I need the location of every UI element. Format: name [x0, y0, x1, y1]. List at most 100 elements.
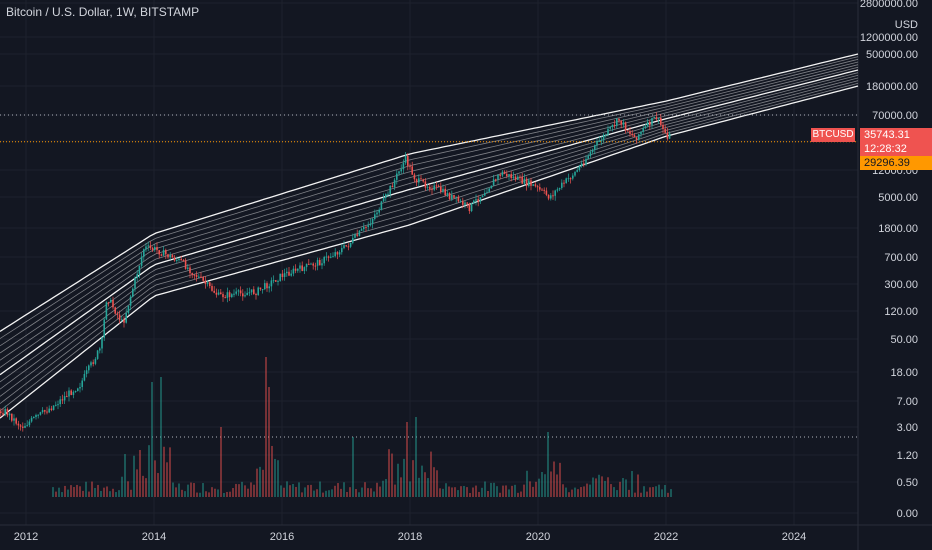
- candle-body: [206, 282, 209, 284]
- candle-body: [662, 124, 664, 129]
- candle-body: [244, 295, 246, 297]
- candle-body: [455, 196, 457, 198]
- volume-bar: [430, 451, 432, 497]
- volume-bar: [409, 481, 411, 497]
- candle-body: [541, 189, 543, 191]
- volume-bar: [460, 486, 462, 497]
- currency-label: USD: [894, 19, 918, 31]
- volume-bar: [577, 489, 579, 497]
- candle-body: [305, 263, 308, 268]
- volume-bar: [223, 492, 225, 497]
- volume-bar: [541, 471, 543, 497]
- volume-bar: [406, 422, 408, 497]
- candle-body: [61, 399, 64, 401]
- candle-body: [272, 280, 275, 282]
- candle-body: [585, 158, 587, 165]
- volume-bar: [298, 482, 300, 497]
- volume-bar: [169, 447, 171, 497]
- band-line-lower: [0, 72, 859, 383]
- volume-bar: [202, 483, 204, 497]
- volume-bar: [475, 485, 477, 497]
- candle-body: [613, 124, 616, 126]
- candle-body: [638, 134, 640, 140]
- volume-bar: [76, 484, 78, 497]
- volume-bar: [193, 483, 195, 497]
- volume-bar: [439, 488, 441, 497]
- candle-body: [334, 252, 336, 257]
- volume-bar: [625, 479, 627, 497]
- band-line-upper: [0, 64, 859, 361]
- candle-body: [514, 176, 517, 180]
- candle-body: [407, 155, 409, 166]
- price-tick: 300.00: [884, 279, 918, 291]
- band-line-lower: [0, 74, 859, 390]
- candle-body: [39, 412, 42, 415]
- volume-bar: [187, 484, 189, 497]
- volume-bar: [349, 487, 351, 497]
- volume-bar: [598, 474, 600, 497]
- candle-body: [404, 155, 407, 163]
- volume-bar: [148, 445, 150, 497]
- candle-body: [587, 156, 589, 159]
- candle-body: [151, 247, 154, 250]
- candle-body: [270, 280, 273, 287]
- volume-bar: [109, 491, 111, 497]
- volume-bar: [436, 470, 438, 497]
- candle-body: [281, 273, 284, 277]
- volume-bar: [58, 487, 60, 497]
- candle-body: [147, 245, 149, 247]
- volume-bar: [163, 446, 165, 497]
- candle-body: [477, 199, 479, 202]
- price-tick: 0.00: [896, 508, 918, 520]
- band-line-upper: [0, 66, 859, 368]
- candle-body: [598, 140, 600, 142]
- candle-body: [28, 421, 31, 426]
- volume-bar: [586, 483, 588, 497]
- candle-body: [396, 173, 398, 180]
- volume-bar: [127, 481, 129, 497]
- volume-bar: [547, 432, 549, 497]
- candle-body: [550, 195, 552, 199]
- price-tick: 2800000.00: [859, 0, 918, 10]
- volume-bar: [100, 490, 102, 497]
- volume-bar: [382, 480, 384, 497]
- candle-body: [591, 149, 594, 153]
- candle-body: [55, 404, 57, 406]
- candle-body: [195, 274, 198, 277]
- candle-body: [173, 257, 176, 261]
- candle-body: [569, 178, 572, 180]
- candle-body: [41, 410, 44, 413]
- candle-body: [275, 280, 277, 282]
- volume-bar: [226, 491, 228, 497]
- volume-bar: [628, 489, 630, 497]
- volume-bar: [397, 463, 399, 497]
- volume-bar: [352, 437, 354, 497]
- candle-body: [88, 365, 90, 371]
- candle-body: [657, 117, 660, 120]
- candle-body: [74, 391, 77, 393]
- candle-body: [622, 122, 625, 125]
- volume-bar: [448, 486, 450, 497]
- candle-body: [11, 413, 13, 421]
- candle-body: [479, 197, 482, 202]
- candle-body: [499, 174, 501, 176]
- volume-bar: [82, 490, 84, 497]
- volume-bar: [268, 387, 270, 497]
- candle-body: [70, 390, 72, 395]
- volume-bar: [616, 490, 618, 497]
- candle-body: [85, 370, 88, 374]
- volume-bar: [484, 481, 486, 497]
- time-tick: 2024: [781, 531, 807, 543]
- volume-bar: [247, 488, 249, 497]
- candle-body: [217, 292, 220, 295]
- volume-bar: [292, 483, 294, 497]
- volume-bar: [334, 485, 336, 497]
- volume-bar: [340, 488, 342, 497]
- candle-body: [517, 176, 519, 180]
- candle-body: [248, 292, 251, 294]
- volume-bar: [328, 490, 330, 497]
- candle-body: [231, 294, 233, 298]
- candle-body: [189, 267, 191, 274]
- candle-body: [545, 190, 548, 195]
